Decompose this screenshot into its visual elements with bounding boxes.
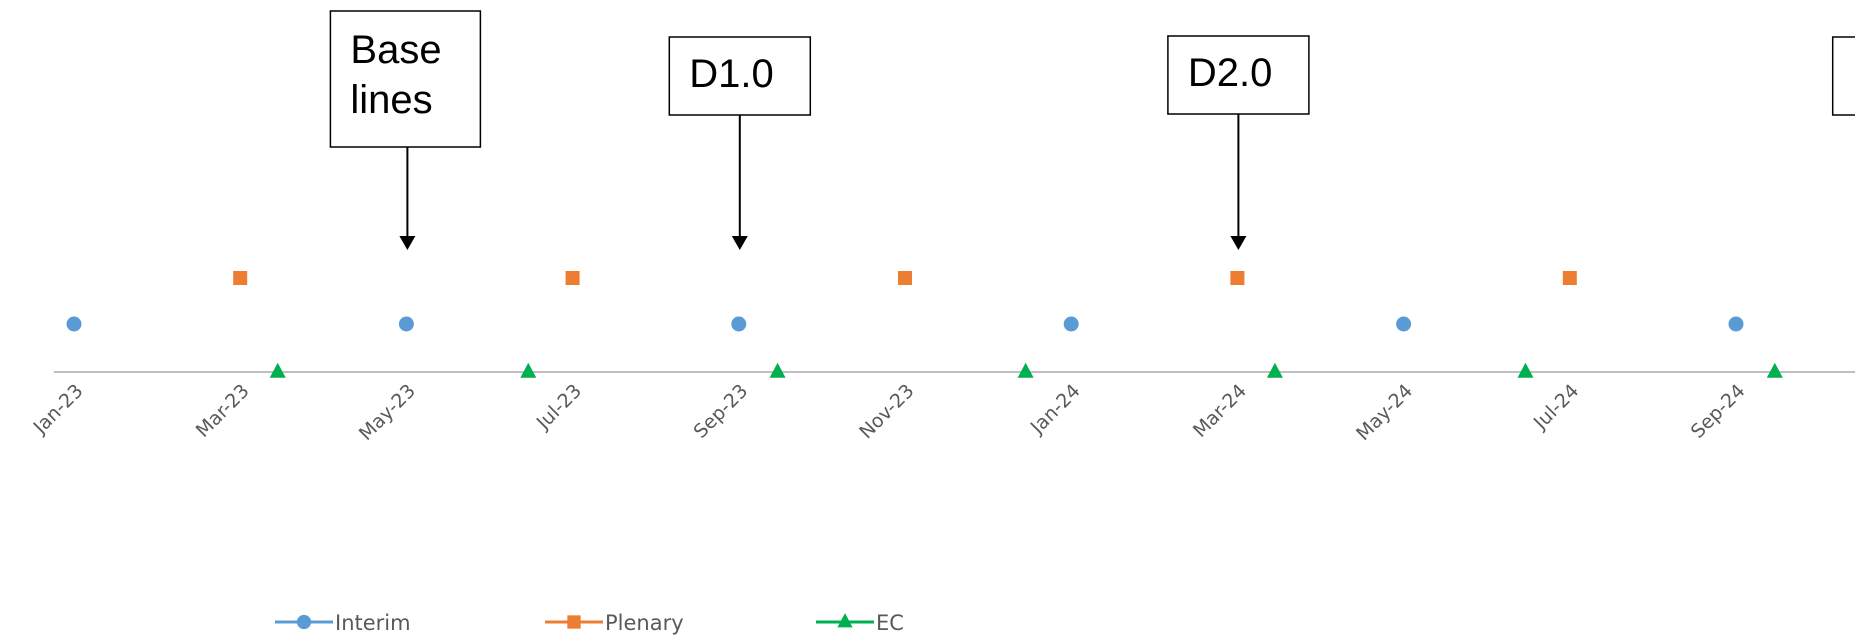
ec-marker	[520, 362, 537, 378]
interim-marker	[1063, 316, 1079, 332]
callout-label: Base	[350, 28, 441, 72]
x-tick-label: Jul-23	[532, 380, 586, 434]
interim-marker	[1396, 316, 1412, 332]
legend-label: EC	[876, 611, 904, 635]
legend: Interim Plenary EC	[275, 611, 904, 635]
x-tick-label: Jan-24	[1026, 380, 1085, 439]
callout-box	[1831, 36, 1855, 116]
callout-d2-0: D2.0	[1167, 35, 1310, 250]
callout-box	[668, 36, 812, 116]
callout-arrowhead	[399, 236, 416, 250]
ec-marker	[269, 362, 286, 378]
x-tick-label: Nov-23	[855, 380, 918, 443]
series-ec-markers	[269, 362, 1783, 378]
x-tick-label: Jan-23	[29, 380, 88, 439]
legend-item-ec: EC	[816, 611, 904, 635]
plenary-marker	[898, 271, 912, 285]
legend-marker	[837, 613, 853, 628]
callout-label: D1.0	[689, 52, 774, 96]
legend-item-interim: Interim	[275, 611, 411, 635]
legend-label: Plenary	[605, 611, 684, 635]
series-markers	[66, 271, 1783, 378]
plenary-marker	[1230, 271, 1245, 285]
interim-marker	[398, 316, 414, 332]
callout-box	[329, 10, 482, 148]
callout-label: D2.0	[1188, 51, 1273, 95]
callout-box	[1167, 35, 1310, 115]
ec-marker	[1766, 362, 1783, 378]
x-tick-label: Mar-23	[192, 380, 254, 442]
callout-base-lines: Base lines	[329, 10, 482, 250]
callout-label: D3.0	[1853, 52, 1855, 96]
x-axis-ticks: Jan-23 Mar-23 May-23 Jul-23 Sep-23 Nov-23 Jan-…	[29, 380, 1855, 445]
plenary-marker	[233, 271, 248, 285]
callout-label: lines	[350, 78, 432, 122]
ec-marker	[1017, 362, 1034, 378]
series-interim-markers	[66, 316, 1744, 332]
callout-d1-0: D1.0	[668, 36, 812, 250]
ec-marker	[1517, 362, 1534, 378]
x-tick-label: May-23	[355, 380, 420, 445]
x-tick-label: Jul-24	[1529, 380, 1583, 434]
plenary-marker	[1562, 271, 1577, 285]
legend-marker	[567, 615, 581, 629]
interim-marker	[66, 316, 82, 332]
ec-marker	[1266, 362, 1283, 378]
legend-item-plenary: Plenary	[545, 611, 684, 635]
callout-arrowhead	[1230, 236, 1247, 250]
interim-marker	[1728, 316, 1744, 332]
plenary-marker	[565, 271, 580, 285]
x-tick-label: Sep-24	[1687, 380, 1750, 443]
legend-marker	[296, 614, 312, 630]
callout-arrowhead	[731, 236, 748, 250]
x-tick-label: May-24	[1352, 380, 1417, 445]
legend-label: Interim	[335, 611, 411, 635]
ec-marker	[769, 362, 786, 378]
interim-marker	[731, 316, 747, 332]
series-plenary-markers	[233, 271, 1577, 285]
x-tick-label: Sep-23	[690, 380, 753, 443]
callout-d3-0: D3.0	[1831, 36, 1855, 116]
x-tick-label: Mar-24	[1189, 380, 1251, 442]
